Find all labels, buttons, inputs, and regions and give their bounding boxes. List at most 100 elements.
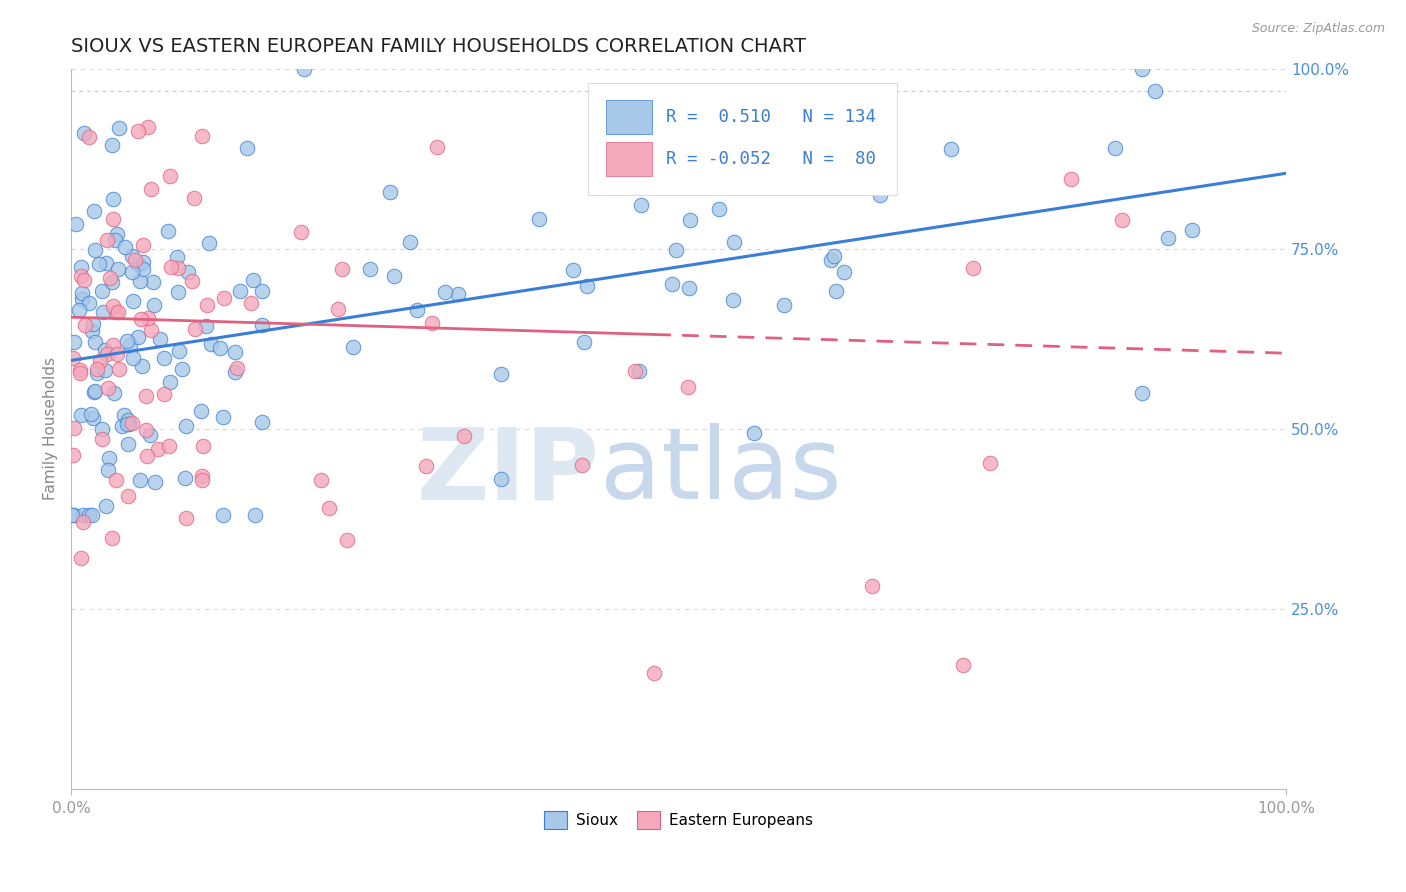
Point (243, 508, 266, 522)
Point (678, 281, 700, 295)
Point (103, 233, 125, 247)
Point (83, 384, 105, 399)
Point (309, 473, 332, 487)
Point (90, 432, 112, 446)
Point (1130, 62, 1153, 76)
Point (643, 665, 665, 680)
Point (1157, 231, 1180, 245)
Point (655, 136, 678, 151)
Point (98, 271, 121, 285)
Point (69, 366, 91, 380)
Point (153, 351, 176, 365)
Point (127, 330, 149, 344)
Point (84, 244, 107, 258)
Point (121, 249, 143, 263)
Legend: Sioux, Eastern Europeans: Sioux, Eastern Europeans (538, 805, 820, 835)
Point (212, 409, 235, 424)
Point (72, 515, 94, 529)
Point (96, 346, 118, 360)
Point (77, 130, 100, 145)
Point (723, 235, 745, 249)
Point (183, 191, 205, 205)
Point (100, 531, 122, 545)
Point (117, 413, 139, 427)
Point (152, 387, 174, 401)
Point (177, 265, 200, 279)
Point (167, 343, 190, 358)
Point (132, 237, 155, 252)
Point (67, 303, 90, 318)
Point (101, 212, 124, 227)
Text: R = -0.052   N =  80: R = -0.052 N = 80 (666, 150, 876, 168)
Point (96, 256, 118, 270)
Point (134, 423, 156, 437)
Point (72, 285, 94, 300)
Point (382, 269, 405, 284)
Point (398, 235, 420, 249)
Point (330, 262, 353, 277)
Point (212, 508, 235, 522)
Point (135, 450, 157, 464)
Point (136, 120, 159, 134)
Point (83, 384, 105, 399)
Point (127, 257, 149, 271)
Point (571, 458, 593, 472)
Point (63, 508, 86, 522)
Point (825, 284, 848, 298)
Point (174, 511, 197, 525)
Point (575, 279, 598, 293)
Point (107, 120, 129, 135)
Y-axis label: Family Households: Family Households (44, 358, 58, 500)
Point (226, 360, 249, 375)
Point (139, 428, 162, 442)
Point (82, 325, 104, 339)
Point (860, 579, 883, 593)
Point (70, 408, 93, 422)
Point (97, 450, 120, 465)
Point (773, 298, 796, 312)
Point (1104, 141, 1126, 155)
Point (128, 274, 150, 288)
Point (939, 142, 962, 156)
Point (134, 388, 156, 402)
Point (952, 657, 974, 672)
Point (242, 273, 264, 287)
Point (292, 62, 315, 76)
Point (426, 140, 449, 154)
Point (224, 344, 246, 359)
Point (101, 137, 124, 152)
Point (105, 227, 128, 241)
Point (63, 421, 86, 435)
Point (96, 463, 118, 477)
Point (83, 335, 105, 350)
Point (73, 273, 96, 287)
Point (406, 302, 429, 317)
Point (156, 224, 179, 238)
Text: Source: ZipAtlas.com: Source: ZipAtlas.com (1251, 22, 1385, 36)
Point (823, 250, 845, 264)
Point (630, 198, 652, 212)
Point (118, 417, 141, 432)
Point (91, 305, 114, 319)
Point (318, 500, 340, 515)
Point (121, 416, 143, 430)
Point (166, 251, 188, 265)
Point (214, 291, 236, 305)
Point (105, 346, 128, 360)
Point (121, 265, 143, 279)
Point (86, 362, 108, 376)
Point (359, 261, 381, 276)
Text: ZIP: ZIP (416, 424, 600, 520)
Point (1111, 213, 1133, 227)
Point (87, 257, 110, 271)
Point (742, 425, 765, 440)
Point (127, 124, 149, 138)
Point (111, 418, 134, 433)
Point (869, 188, 891, 202)
Point (1181, 223, 1204, 237)
Point (107, 261, 129, 276)
Point (800, 163, 823, 178)
Point (170, 362, 193, 376)
Point (593, 146, 616, 161)
Point (62, 448, 84, 462)
